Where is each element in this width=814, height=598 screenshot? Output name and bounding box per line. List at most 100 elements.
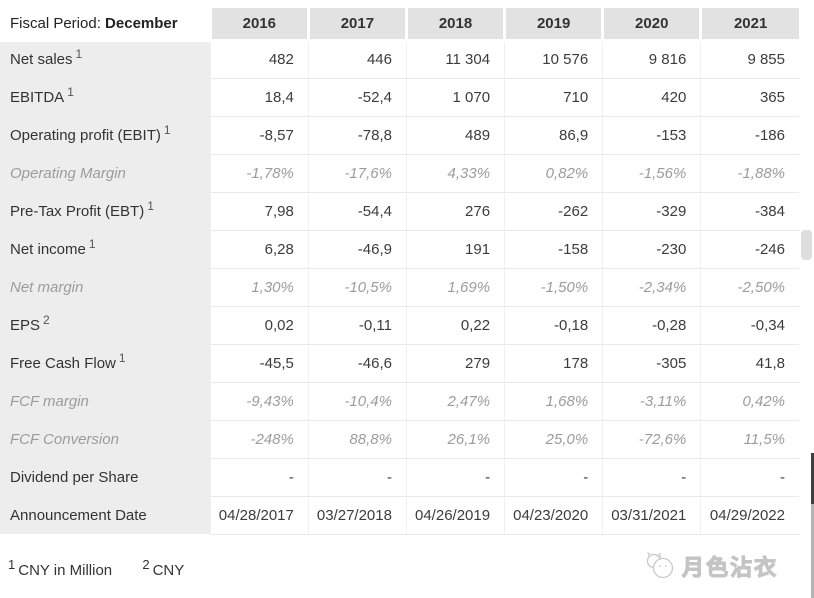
cell-value: 0,42%: [700, 382, 799, 421]
row-label-text: Operating profit (EBIT): [10, 126, 161, 144]
cell-value: 0,22: [405, 306, 505, 345]
cell-value: -329: [602, 192, 701, 231]
cell-value: -: [209, 458, 309, 497]
row-label: Dividend per Share: [0, 458, 211, 496]
footnote-2-marker: 2: [142, 557, 150, 572]
cell-value: 11 304: [405, 40, 505, 79]
cell-value: 04/23/2020: [504, 496, 603, 535]
cell-value: -0,28: [602, 306, 701, 345]
table-row: FCF Conversion -248% 88,8% 26,1% 25,0% -72,6%…: [0, 420, 799, 459]
cell-value: 11,5%: [700, 420, 799, 459]
footnote-ref-marker: 1: [75, 47, 83, 62]
watermark-cat-icon: [646, 552, 674, 579]
cell-value: -248%: [209, 420, 309, 459]
cell-value: 18,4: [209, 78, 309, 117]
row-label-text: Operating Margin: [10, 164, 126, 182]
row-label: EBITDA 1: [0, 78, 211, 116]
cell-value: 88,8%: [307, 420, 407, 459]
footnote-ref-marker: 1: [88, 236, 96, 251]
table-row: EPS 2 0,02 -0,11 0,22 -0,18 -0,28 -0,34: [0, 306, 799, 345]
browser-scrollbar-thumb[interactable]: [811, 453, 814, 504]
cell-value: 1,68%: [504, 382, 603, 421]
cell-value: 1,30%: [209, 268, 309, 307]
year-header-2019: 2019: [503, 8, 603, 42]
row-label-text: Net sales: [10, 51, 73, 69]
row-label: Announcement Date: [0, 496, 211, 534]
cell-value: -305: [602, 344, 701, 383]
cell-value: 1,69%: [405, 268, 505, 307]
year-header-2017: 2017: [306, 8, 407, 42]
row-label-text: FCF Conversion: [10, 430, 119, 448]
footnote-ref-marker: 2: [43, 312, 50, 327]
row-label-text: Net income: [10, 240, 86, 258]
footnote-ref-marker: 1: [163, 122, 171, 137]
cell-value: 26,1%: [405, 420, 505, 459]
cell-value: 191: [405, 230, 505, 269]
footnotes: 1 CNY in Million 2 CNY: [8, 558, 210, 579]
cell-value: -230: [602, 230, 701, 269]
cell-value: -1,56%: [602, 154, 701, 193]
row-label: Net sales 1: [0, 40, 211, 78]
watermark: 月色沾衣: [644, 550, 778, 582]
row-label-text: Announcement Date: [10, 506, 147, 524]
row-label: Pre-Tax Profit (EBT) 1: [0, 192, 211, 230]
table-row: Operating profit (EBIT) 1 -8,57 -78,8 489 86,…: [0, 116, 799, 155]
cell-value: 482: [209, 40, 309, 79]
table-row: FCF margin -9,43% -10,4% 2,47% 1,68% -3,11% 0,…: [0, 382, 799, 421]
cell-value: -384: [700, 192, 799, 231]
vertical-scrollbar-thumb[interactable]: [801, 230, 812, 260]
footnote-1-text: CNY in Million: [18, 562, 113, 579]
browser-scrollbar-track[interactable]: [811, 504, 814, 598]
table-row: EBITDA 1 18,4 -52,4 1 070 710 420 365: [0, 78, 799, 117]
cell-value: 420: [602, 78, 701, 117]
cell-value: -153: [602, 116, 701, 155]
cell-value: 04/29/2022: [700, 496, 799, 535]
table-row: Net income 1 6,28 -46,9 191 -158 -230 -246: [0, 230, 799, 269]
financials-table: Fiscal Period: December 2016 2017 2018 2019…: [0, 8, 799, 535]
cell-value: 710: [504, 78, 603, 117]
table-row: Net margin 1,30% -10,5% 1,69% -1,50% -2,34% -2…: [0, 268, 799, 307]
cell-value: 446: [307, 40, 407, 79]
footnote-2-text: CNY: [152, 562, 185, 579]
cell-value: 9 816: [602, 40, 701, 79]
cell-value: 2,47%: [405, 382, 505, 421]
cell-value: 279: [405, 344, 505, 383]
cell-value: 86,9: [504, 116, 603, 155]
cell-value: -2,50%: [700, 268, 799, 307]
cell-value: -46,9: [307, 230, 407, 269]
cell-value: -46,6: [307, 344, 407, 383]
row-label: Operating profit (EBIT) 1: [0, 116, 211, 154]
footnote-ref-marker: 1: [147, 198, 154, 213]
cell-value: 7,98: [209, 192, 309, 231]
watermark-text: 月色沾衣: [681, 556, 778, 582]
cell-value: -1,78%: [209, 154, 309, 193]
row-label: Operating Margin: [0, 154, 211, 192]
cell-value: -: [307, 458, 407, 497]
cell-value: -9,43%: [209, 382, 309, 421]
cell-value: 6,28: [209, 230, 309, 269]
header-row: Fiscal Period: December 2016 2017 2018 2019…: [0, 8, 799, 42]
year-header-2016: 2016: [208, 8, 309, 42]
cell-value: 489: [405, 116, 505, 155]
row-label: Net margin: [0, 268, 211, 306]
table-row: Pre-Tax Profit (EBT) 1 7,98 -54,4 276 -262 -32…: [0, 192, 799, 231]
row-label: FCF margin: [0, 382, 211, 420]
cell-value: 365: [700, 78, 799, 117]
cell-value: -52,4: [307, 78, 407, 117]
cell-value: 0,02: [209, 306, 309, 345]
cell-value: -246: [700, 230, 799, 269]
cell-value: -45,5: [209, 344, 309, 383]
cell-value: 25,0%: [504, 420, 603, 459]
cell-value: 04/28/2017: [209, 496, 309, 535]
cell-value: -72,6%: [602, 420, 701, 459]
row-label-text: EBITDA: [10, 88, 65, 106]
cell-value: 03/27/2018: [307, 496, 407, 535]
fiscal-period-label: Fiscal Period: December: [0, 8, 211, 42]
table-row: Net sales 1 482 446 11 304 10 576 9 816 9 855: [0, 40, 799, 79]
cell-value: -8,57: [209, 116, 309, 155]
cell-value: -158: [504, 230, 603, 269]
footnote-ref-marker: 1: [67, 84, 74, 99]
cell-value: 1 070: [405, 78, 505, 117]
footnote-ref-marker: 1: [118, 350, 126, 365]
cell-value: -: [602, 458, 701, 497]
